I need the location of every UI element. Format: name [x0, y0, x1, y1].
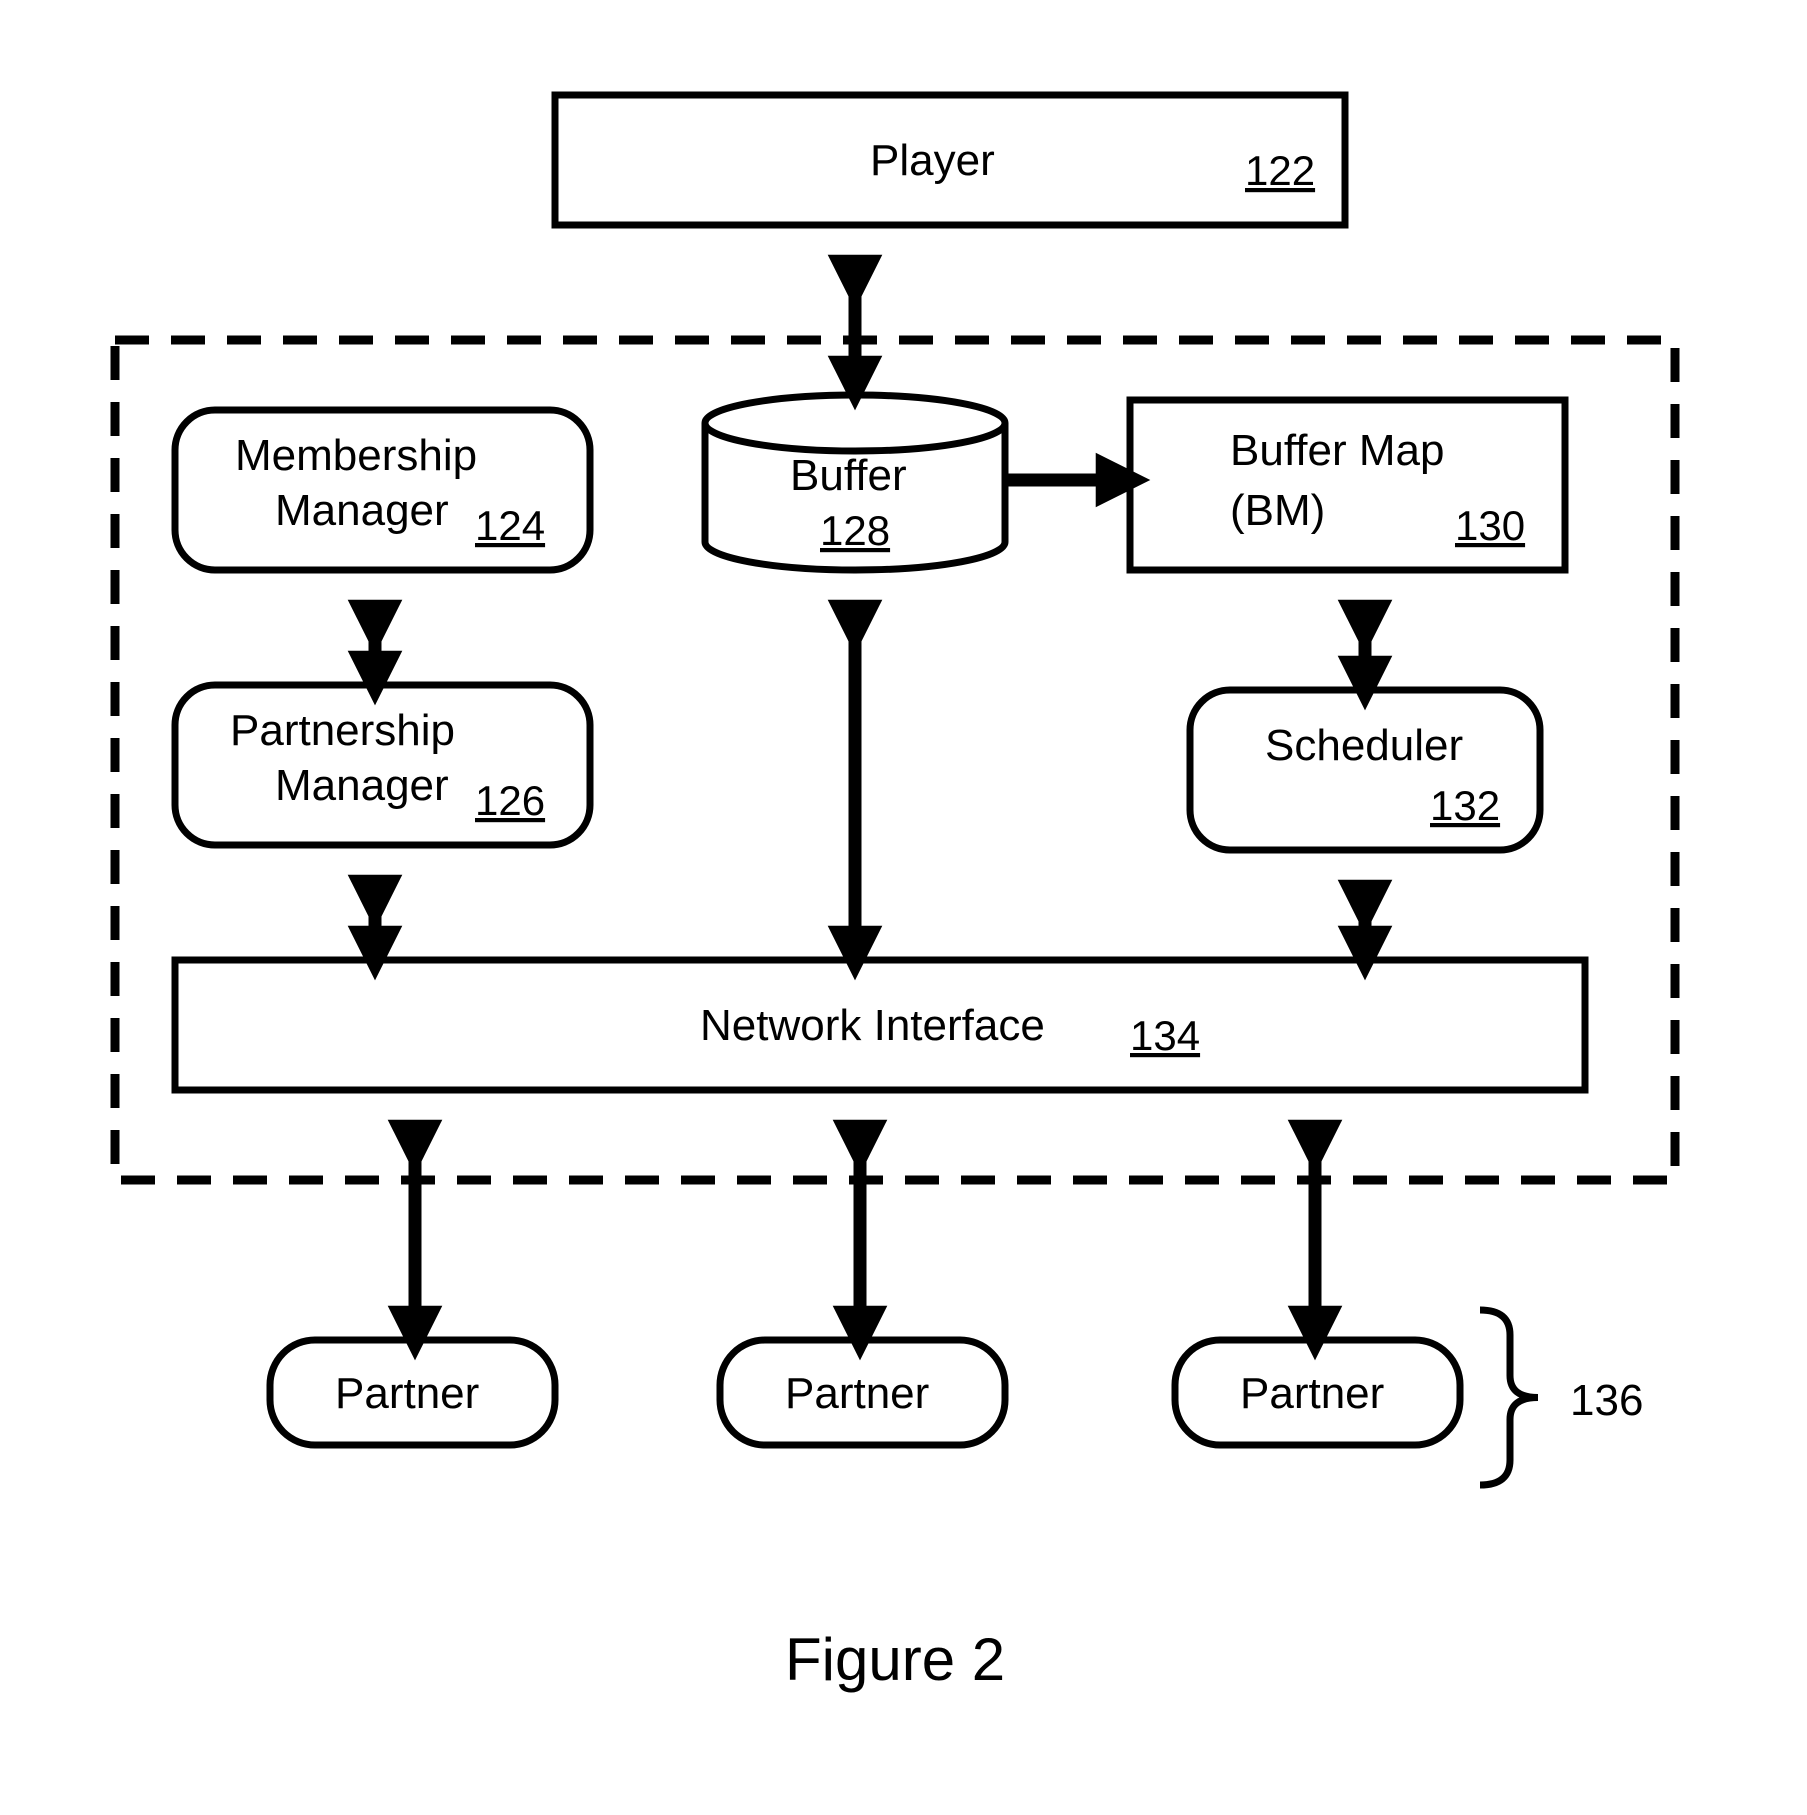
svg-text:(BM): (BM)	[1230, 486, 1325, 535]
svg-text:Buffer: Buffer	[790, 451, 907, 500]
partners-brace	[1480, 1310, 1538, 1485]
svg-text:Partner: Partner	[785, 1369, 929, 1418]
svg-text:Figure 2: Figure 2	[785, 1626, 1005, 1693]
svg-text:132: 132	[1430, 782, 1500, 829]
svg-text:136: 136	[1570, 1376, 1643, 1425]
svg-text:Partner: Partner	[335, 1369, 479, 1418]
svg-text:134: 134	[1130, 1012, 1200, 1059]
svg-text:Player: Player	[870, 136, 995, 185]
svg-text:130: 130	[1455, 502, 1525, 549]
svg-text:126: 126	[475, 777, 545, 824]
svg-text:Manager: Manager	[275, 486, 449, 535]
svg-text:124: 124	[475, 502, 545, 549]
svg-text:122: 122	[1245, 147, 1315, 194]
svg-text:Partner: Partner	[1240, 1369, 1384, 1418]
svg-text:Scheduler: Scheduler	[1265, 721, 1463, 770]
svg-text:Partnership: Partnership	[230, 706, 455, 755]
svg-text:128: 128	[820, 507, 890, 554]
svg-text:Manager: Manager	[275, 761, 449, 810]
svg-text:Buffer Map: Buffer Map	[1230, 426, 1444, 475]
svg-text:Network Interface: Network Interface	[700, 1001, 1045, 1050]
svg-text:Membership: Membership	[235, 431, 477, 480]
